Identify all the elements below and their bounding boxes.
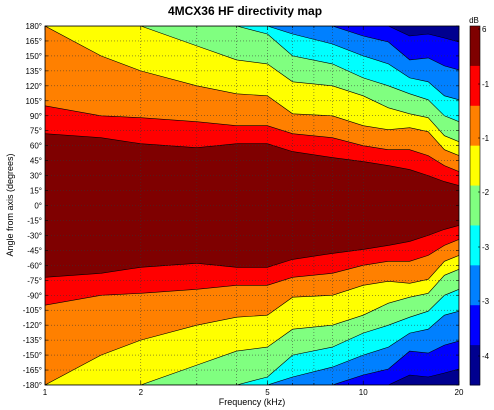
y-tick-label: 165° (25, 37, 42, 46)
x-tick-label: 1 (43, 388, 48, 397)
y-tick-label: -105° (23, 306, 42, 315)
y-tick-label: 150° (25, 52, 42, 61)
y-tick-label: -30° (27, 231, 42, 240)
y-tick-label: -15° (27, 216, 42, 225)
colorbar-tick-label: 6 (482, 25, 487, 34)
y-tick-label: 105° (25, 97, 42, 106)
colorbar-segment (470, 305, 480, 346)
y-tick-label: -60° (27, 261, 42, 270)
y-tick-label: 90° (30, 112, 42, 121)
y-tick-label: 45° (30, 157, 42, 166)
x-tick-label: 2 (139, 388, 144, 397)
y-axis-ticks: 180° 165° 150° 135° 120° 105° 90° 75° 60° 45° 30° 1… (23, 22, 459, 390)
x-axis-ticks: 1 2 5 10 20 (43, 26, 464, 397)
y-tick-label: 180° (25, 22, 42, 31)
x-tick-label: 20 (455, 388, 464, 397)
colorbar-segment (470, 26, 480, 67)
y-tick-label: -75° (27, 276, 42, 285)
colorbar-tick-label: -4 (482, 352, 490, 361)
colorbar-tick-label: -3 (482, 297, 490, 306)
y-tick-label: -165° (23, 366, 42, 375)
y-axis-label: Angle from axis (degrees) (5, 153, 15, 256)
y-tick-label: 30° (30, 172, 42, 181)
colorbar-tick-label: -2 (482, 188, 490, 197)
y-tick-label: 75° (30, 127, 42, 136)
colorbar-frame (469, 25, 481, 386)
y-tick-label: 60° (30, 142, 42, 151)
colorbar-tick-label: -1 (482, 134, 490, 143)
y-tick-label: 15° (30, 187, 42, 196)
colorbar-tick-label: -1 (482, 80, 490, 89)
colorbar-segment (470, 345, 480, 386)
colorbar-segment (470, 185, 480, 226)
x-tick-label: 5 (265, 388, 270, 397)
y-tick-label: -180° (23, 381, 42, 390)
grid-lines (45, 26, 459, 385)
y-tick-label: -45° (27, 246, 42, 255)
colorbar-segment (470, 265, 480, 306)
y-tick-label: -120° (23, 321, 42, 330)
colorbar-unit: dB (469, 16, 479, 25)
colorbar-segment (470, 145, 480, 187)
colorbar-segment (470, 65, 480, 107)
colorbar-segment (470, 105, 480, 147)
y-tick-label: 0° (34, 202, 42, 211)
colorbar: 6 -1 -1 -2 -3 -3 -4 (469, 25, 490, 386)
x-axis-label: Frequency (kHz) (219, 397, 286, 407)
chart-title: 4MCX36 HF directivity map (168, 4, 322, 18)
colorbar-segment (470, 225, 480, 266)
colorbar-tick-label: -3 (482, 243, 490, 252)
x-tick-label: 10 (359, 388, 368, 397)
y-tick-label: 135° (25, 67, 42, 76)
y-tick-label: -90° (27, 291, 42, 300)
y-tick-label: -135° (23, 336, 42, 345)
y-tick-label: 120° (25, 82, 42, 91)
y-tick-label: -150° (23, 351, 42, 360)
